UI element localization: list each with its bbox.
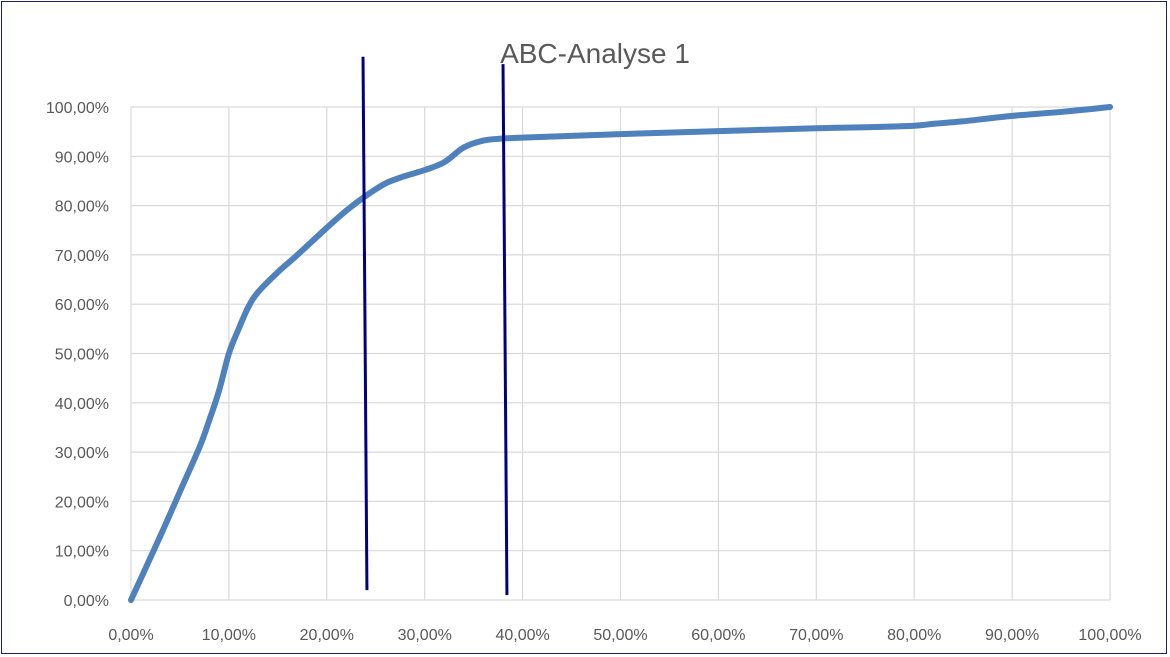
x-axis-tick-labels: 0,00% 10,00% 20,00% 30,00% 40,00% 50,00% 60,00… (108, 627, 1141, 644)
y-tick-label: 0,00% (64, 593, 109, 610)
x-tick-label: 100,00% (1078, 627, 1141, 644)
y-tick-label: 50,00% (55, 347, 109, 364)
x-tick-label: 70,00% (789, 627, 843, 644)
x-tick-label: 50,00% (593, 627, 647, 644)
x-tick-label: 10,00% (202, 627, 256, 644)
annotation-layer (361, 56, 509, 596)
y-tick-label: 70,00% (55, 248, 109, 265)
x-tick-label: 30,00% (398, 627, 452, 644)
y-tick-label: 80,00% (55, 199, 109, 216)
chart-title: ABC-Analyse 1 (500, 38, 690, 69)
x-tick-label: 90,00% (985, 627, 1039, 644)
y-tick-label: 10,00% (55, 544, 109, 561)
y-tick-label: 40,00% (55, 396, 109, 413)
x-tick-label: 40,00% (495, 627, 549, 644)
y-tick-label: 60,00% (55, 297, 109, 314)
y-tick-label: 90,00% (55, 149, 109, 166)
y-tick-label: 100,00% (46, 100, 109, 117)
x-tick-label: 60,00% (691, 627, 745, 644)
y-tick-label: 30,00% (55, 445, 109, 462)
series-layer (128, 104, 1113, 603)
y-tick-label: 20,00% (55, 494, 109, 511)
x-tick-label: 80,00% (887, 627, 941, 644)
x-tick-label: 20,00% (300, 627, 354, 644)
grid-lines (130, 106, 1111, 601)
abc-boundary-line-1 (361, 56, 369, 591)
cumulative-series-line (128, 104, 1113, 603)
x-tick-label: 0,00% (108, 627, 153, 644)
abc-boundary-line-2 (501, 64, 509, 596)
y-axis-tick-labels: 0,00% 10,00% 20,00% 30,00% 40,00% 50,00% 60,00… (46, 100, 109, 610)
